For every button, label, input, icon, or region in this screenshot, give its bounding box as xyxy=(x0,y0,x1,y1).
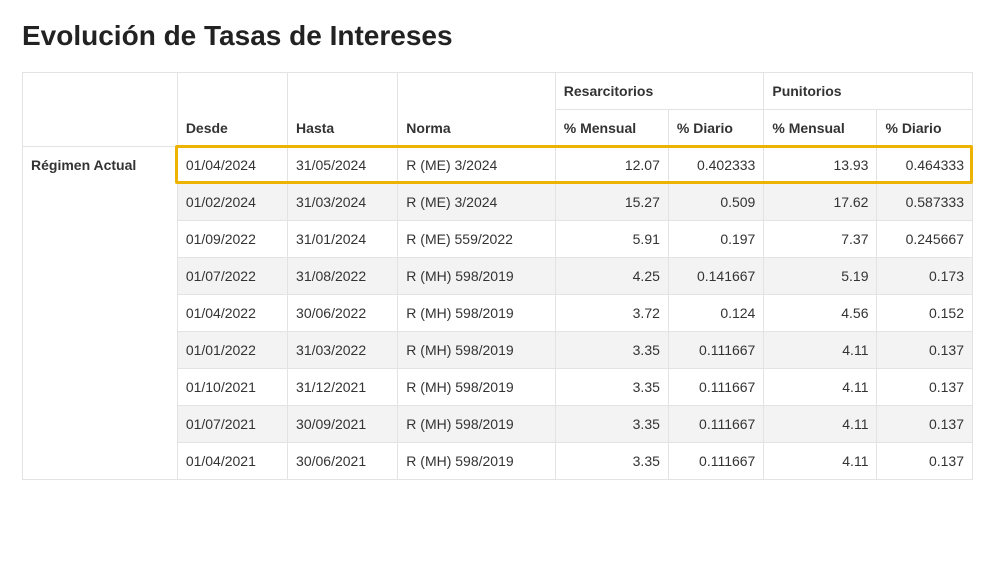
cell-norma: R (ME) 559/2022 xyxy=(398,221,555,258)
col-norma: Norma xyxy=(398,73,555,147)
cell-pun-diario: 0.152 xyxy=(877,295,973,332)
cell-norma: R (MH) 598/2019 xyxy=(398,332,555,369)
cell-desde: 01/02/2024 xyxy=(177,184,287,221)
cell-pun-mensual: 7.37 xyxy=(764,221,877,258)
cell-norma: R (MH) 598/2019 xyxy=(398,406,555,443)
cell-pun-diario: 0.587333 xyxy=(877,184,973,221)
cell-norma: R (ME) 3/2024 xyxy=(398,147,555,184)
cell-desde: 01/04/2024 xyxy=(177,147,287,184)
cell-res-diario: 0.111667 xyxy=(668,443,763,480)
cell-desde: 01/07/2022 xyxy=(177,258,287,295)
cell-norma: R (MH) 598/2019 xyxy=(398,369,555,406)
cell-pun-mensual: 4.56 xyxy=(764,295,877,332)
cell-norma: R (MH) 598/2019 xyxy=(398,295,555,332)
cell-pun-diario: 0.137 xyxy=(877,406,973,443)
col-desde: Desde xyxy=(177,73,287,147)
cell-pun-diario: 0.137 xyxy=(877,443,973,480)
cell-res-diario: 0.509 xyxy=(668,184,763,221)
cell-res-diario: 0.402333 xyxy=(668,147,763,184)
cell-desde: 01/07/2021 xyxy=(177,406,287,443)
cell-hasta: 31/01/2024 xyxy=(288,221,398,258)
cell-res-mensual: 3.72 xyxy=(555,295,668,332)
cell-pun-diario: 0.137 xyxy=(877,332,973,369)
cell-res-diario: 0.111667 xyxy=(668,406,763,443)
cell-desde: 01/04/2022 xyxy=(177,295,287,332)
cell-res-diario: 0.111667 xyxy=(668,369,763,406)
cell-pun-diario: 0.137 xyxy=(877,369,973,406)
cell-pun-mensual: 4.11 xyxy=(764,332,877,369)
cell-res-mensual: 5.91 xyxy=(555,221,668,258)
col-res-diario: % Diario xyxy=(668,110,763,147)
page-title: Evolución de Tasas de Intereses xyxy=(22,20,973,52)
cell-norma: R (MH) 598/2019 xyxy=(398,258,555,295)
cell-desde: 01/04/2021 xyxy=(177,443,287,480)
cell-hasta: 31/08/2022 xyxy=(288,258,398,295)
col-res-mensual: % Mensual xyxy=(555,110,668,147)
cell-res-mensual: 3.35 xyxy=(555,332,668,369)
cell-desde: 01/01/2022 xyxy=(177,332,287,369)
rates-table: Desde Hasta Norma Resarcitorios Punitori… xyxy=(22,72,973,480)
cell-res-mensual: 12.07 xyxy=(555,147,668,184)
cell-res-diario: 0.124 xyxy=(668,295,763,332)
cell-pun-mensual: 17.62 xyxy=(764,184,877,221)
cell-norma: R (MH) 598/2019 xyxy=(398,443,555,480)
cell-pun-mensual: 13.93 xyxy=(764,147,877,184)
cell-res-mensual: 3.35 xyxy=(555,406,668,443)
cell-pun-diario: 0.464333 xyxy=(877,147,973,184)
cell-pun-diario: 0.245667 xyxy=(877,221,973,258)
cell-hasta: 30/09/2021 xyxy=(288,406,398,443)
cell-norma: R (ME) 3/2024 xyxy=(398,184,555,221)
cell-pun-diario: 0.173 xyxy=(877,258,973,295)
cell-hasta: 30/06/2021 xyxy=(288,443,398,480)
cell-hasta: 31/03/2024 xyxy=(288,184,398,221)
cell-hasta: 31/03/2022 xyxy=(288,332,398,369)
col-hasta: Hasta xyxy=(288,73,398,147)
cell-res-mensual: 15.27 xyxy=(555,184,668,221)
cell-pun-mensual: 5.19 xyxy=(764,258,877,295)
regimen-label-cell: Régimen Actual xyxy=(23,147,178,480)
cell-pun-mensual: 4.11 xyxy=(764,443,877,480)
cell-res-mensual: 3.35 xyxy=(555,369,668,406)
cell-hasta: 30/06/2022 xyxy=(288,295,398,332)
rates-table-wrapper: Desde Hasta Norma Resarcitorios Punitori… xyxy=(22,72,973,480)
col-group-punitorios: Punitorios xyxy=(764,73,973,110)
cell-res-diario: 0.111667 xyxy=(668,332,763,369)
cell-pun-mensual: 4.11 xyxy=(764,406,877,443)
cell-res-diario: 0.141667 xyxy=(668,258,763,295)
cell-hasta: 31/12/2021 xyxy=(288,369,398,406)
cell-desde: 01/09/2022 xyxy=(177,221,287,258)
table-body: Régimen Actual01/04/202431/05/2024R (ME)… xyxy=(23,147,973,480)
col-blank xyxy=(23,73,178,147)
cell-res-mensual: 3.35 xyxy=(555,443,668,480)
cell-desde: 01/10/2021 xyxy=(177,369,287,406)
cell-res-diario: 0.197 xyxy=(668,221,763,258)
cell-pun-mensual: 4.11 xyxy=(764,369,877,406)
col-pun-mensual: % Mensual xyxy=(764,110,877,147)
table-header: Desde Hasta Norma Resarcitorios Punitori… xyxy=(23,73,973,147)
col-pun-diario: % Diario xyxy=(877,110,973,147)
cell-res-mensual: 4.25 xyxy=(555,258,668,295)
col-group-resarcitorios: Resarcitorios xyxy=(555,73,764,110)
cell-hasta: 31/05/2024 xyxy=(288,147,398,184)
table-row: Régimen Actual01/04/202431/05/2024R (ME)… xyxy=(23,147,973,184)
